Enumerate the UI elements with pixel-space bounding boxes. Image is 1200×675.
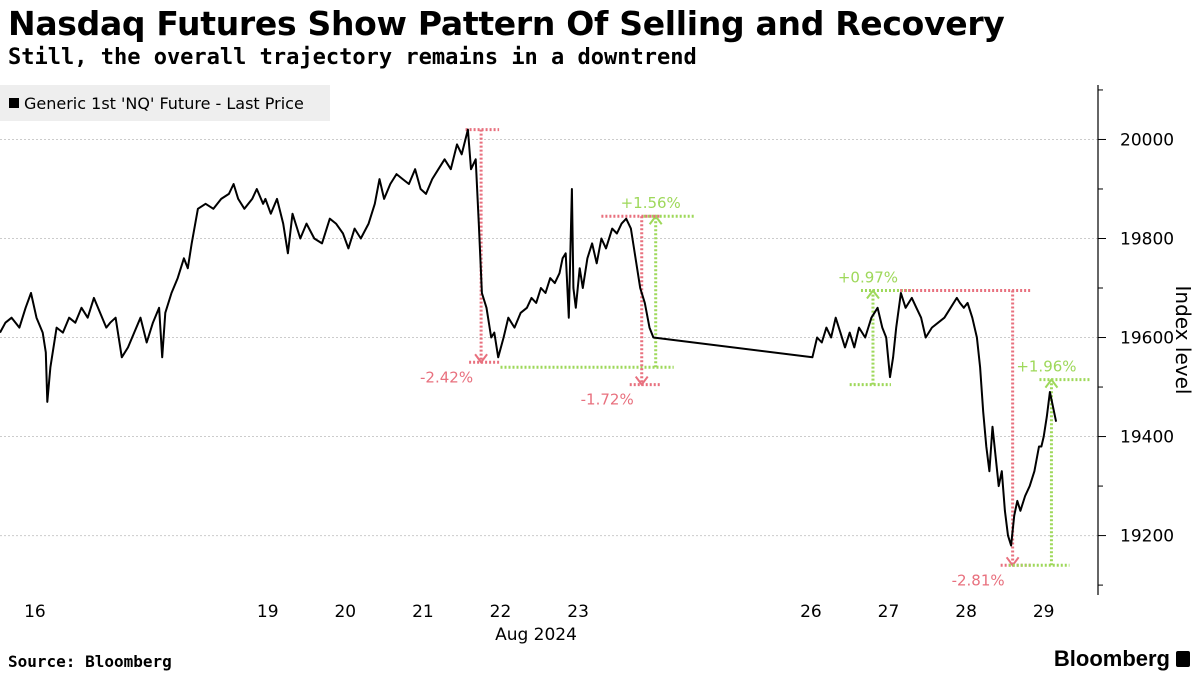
source-note: Source: Bloomberg xyxy=(8,652,172,671)
legend: Generic 1st 'NQ' Future - Last Price xyxy=(0,85,330,121)
annotation-label: +1.96% xyxy=(1016,358,1076,376)
annotation-arrow-icon xyxy=(634,375,649,387)
x-tick-label-27: 27 xyxy=(878,602,900,622)
axes: 19200 19400 19600 19800 20000 16 19 20 21 22 23 26 2… xyxy=(24,85,1174,622)
annotation-arrow-icon xyxy=(474,353,488,364)
annotation-label: +1.56% xyxy=(621,194,681,212)
legend-swatch-icon xyxy=(9,98,19,108)
x-tick-label-28: 28 xyxy=(955,602,977,622)
annotation-arrow-icon xyxy=(1005,556,1020,567)
x-tick-label-16: 16 xyxy=(24,602,46,622)
y-tick-label: 19800 xyxy=(1120,229,1174,249)
annotation-label: +0.97% xyxy=(838,268,898,286)
annotation-gain-2: +1.56% xyxy=(500,194,696,369)
chart-title: Nasdaq Futures Show Pattern Of Selling a… xyxy=(8,4,1005,43)
x-tick-label-23: 23 xyxy=(567,602,589,622)
chart-subtitle: Still, the overall trajectory remains in… xyxy=(8,45,697,70)
annotation-drop-5: -2.81% xyxy=(900,288,1031,589)
annotation-label: -2.42% xyxy=(420,368,473,386)
brand-name: Bloomberg xyxy=(1053,646,1170,671)
annotation-gain-4: +0.97% xyxy=(838,268,913,387)
annotation-drop-3: -1.72% xyxy=(581,214,660,409)
x-tick-label-22: 22 xyxy=(490,602,512,622)
legend-label: Generic 1st 'NQ' Future - Last Price xyxy=(24,93,304,113)
x-tick-label-29: 29 xyxy=(1033,602,1055,622)
y-axis-label: Index level xyxy=(1171,286,1195,395)
annotation-arrow-icon xyxy=(1044,377,1059,389)
series-line-price xyxy=(0,128,1058,547)
y-tick-label: 20000 xyxy=(1120,130,1174,150)
y-tick-label: 19600 xyxy=(1120,329,1174,349)
annotation-arrow-icon xyxy=(866,288,880,300)
annotation-arrow-icon xyxy=(648,214,663,225)
y-tick-label: 19400 xyxy=(1120,428,1174,448)
x-tick-label-19: 19 xyxy=(257,602,279,622)
x-tick-label-20: 20 xyxy=(334,602,356,622)
x-tick-label-21: 21 xyxy=(412,602,434,622)
x-tick-label-26: 26 xyxy=(800,602,822,622)
annotation-drop-1: -2.42% xyxy=(420,128,500,386)
bloomberg-mark-icon xyxy=(1176,651,1190,667)
annotation-label: -2.81% xyxy=(952,571,1005,589)
annotation-label: -1.72% xyxy=(581,391,634,409)
grid-lines xyxy=(0,138,1098,537)
x-axis-sublabel: Aug 2024 xyxy=(495,625,577,645)
y-tick-label: 19200 xyxy=(1120,527,1174,547)
bloomberg-logo: Bloomberg xyxy=(1054,646,1190,672)
annotation-gain-6: +1.96% xyxy=(1008,358,1092,567)
annotations: -2.42% +1.56% -1.72% +0.97% -2.81% +1.96% xyxy=(420,128,1092,589)
